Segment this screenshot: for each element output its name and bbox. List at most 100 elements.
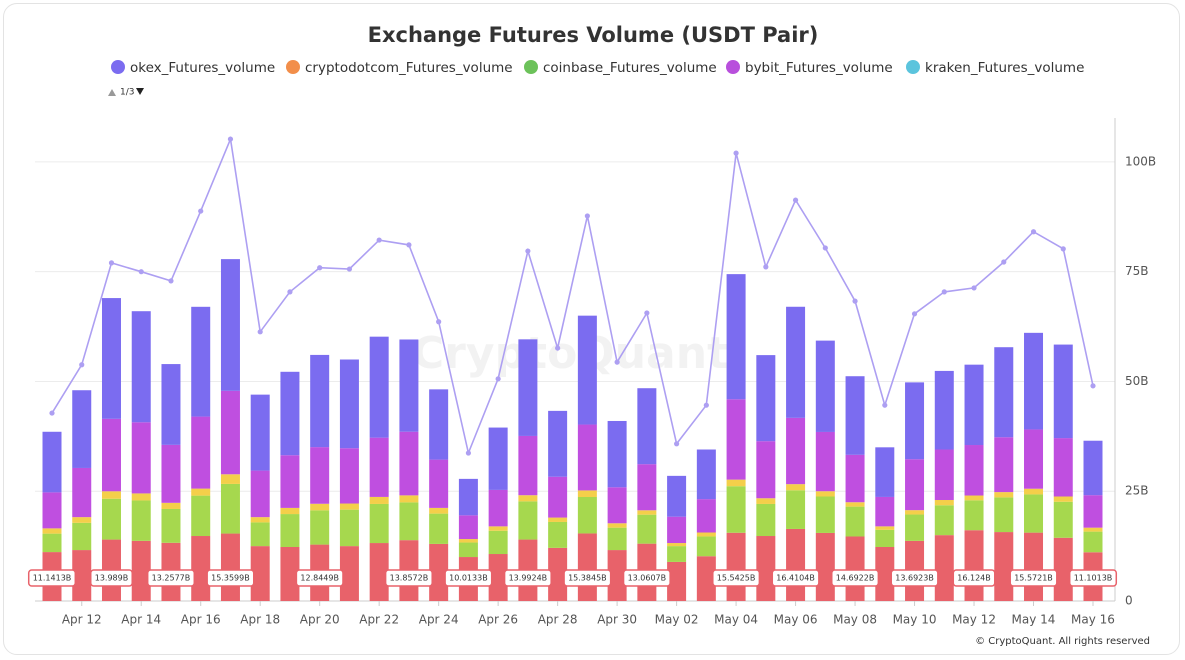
line-point (287, 289, 293, 295)
x-tick-label: May 02 (655, 613, 699, 627)
bar-segment (250, 517, 270, 523)
bar-segment (696, 536, 716, 557)
bar-segment (458, 539, 478, 543)
bar-segment (696, 449, 716, 500)
x-tick-label: May 06 (774, 613, 818, 627)
bar-segment (429, 459, 449, 508)
value-label-box (952, 569, 996, 587)
value-label-text: 13.8572B (390, 574, 429, 583)
bar-segment (1083, 531, 1103, 553)
line-point (168, 278, 174, 284)
bar-segment (577, 497, 597, 534)
bar-segment (875, 546, 895, 601)
bar-segment (934, 535, 954, 601)
bar-segment (548, 547, 568, 601)
bar-segment (667, 475, 687, 517)
x-tick-label: Apr 24 (419, 613, 459, 627)
line-point (257, 329, 263, 335)
bar-segment (607, 527, 627, 551)
bar-segment (934, 370, 954, 450)
bar-segment (42, 528, 62, 534)
bar-segment (875, 447, 895, 497)
legend-prev[interactable] (108, 89, 116, 96)
value-label-text: 15.3599B (211, 574, 250, 583)
bar-segment (518, 495, 538, 502)
x-tick-label: May 04 (714, 613, 758, 627)
legend-next[interactable] (136, 88, 144, 95)
value-label-box (563, 569, 612, 587)
bar-segment (101, 491, 121, 499)
bar-segment (191, 306, 211, 417)
bar-segment (280, 546, 300, 601)
bar-segment (756, 498, 776, 504)
bar-segment (905, 382, 925, 460)
bar-segment (815, 496, 835, 533)
y-tick-label: 75B (1125, 264, 1149, 278)
bar-segment (1053, 537, 1073, 601)
line-point (495, 376, 501, 382)
bar-segment (905, 459, 925, 511)
value-label-box (771, 569, 820, 587)
legend-swatch (524, 60, 538, 74)
bar-segment (548, 517, 568, 522)
value-label-box (27, 569, 77, 587)
line-point (198, 208, 204, 214)
bar-segment (1024, 532, 1044, 601)
bar-segment (845, 376, 865, 455)
bar-segment (339, 359, 359, 449)
bar-segment (637, 514, 657, 544)
bar-segment (310, 510, 330, 545)
bar-segment (577, 315, 597, 425)
line-point (317, 265, 323, 271)
bar-segment (667, 546, 687, 562)
legend-label: bybit_Futures_volume (745, 60, 893, 76)
bar-segment (756, 503, 776, 537)
value-label: 15.5721B (1009, 569, 1058, 587)
line-point (822, 245, 828, 251)
bar-segment (280, 371, 300, 456)
value-label-text: 13.989B (95, 574, 128, 583)
bar-segment (191, 536, 211, 601)
value-label: 12.8449B (295, 569, 344, 587)
bar-segment (161, 502, 181, 509)
bar-segment (815, 431, 835, 492)
bar-segment (429, 513, 449, 544)
bar-segment (607, 550, 627, 601)
value-label: 16.4104B (771, 569, 820, 587)
value-label: 14.6922B (831, 569, 880, 587)
bar-segment (1024, 494, 1044, 533)
bar-segment (220, 483, 240, 534)
bar-segment (934, 449, 954, 501)
x-tick-label: Apr 26 (478, 613, 518, 627)
legend-swatch (111, 60, 125, 74)
bar-segment (488, 427, 508, 490)
bar-segment (964, 364, 984, 446)
bar-segment (72, 522, 92, 551)
bar-segment (1024, 332, 1044, 430)
chart-title: Exchange Futures Volume (USDT Pair) (368, 23, 819, 47)
bar-segment (42, 431, 62, 493)
x-tick-label: May 14 (1012, 613, 1056, 627)
x-tick-label: Apr 14 (121, 613, 161, 627)
bar-segment (42, 492, 62, 529)
value-label-text: 15.5425B (717, 574, 756, 583)
bar-segment (548, 476, 568, 518)
value-label-box (712, 569, 761, 587)
line-point (436, 319, 442, 325)
line-point (792, 197, 799, 203)
value-label: 15.3845B (563, 569, 612, 587)
line-point (49, 410, 55, 416)
value-label-box (206, 569, 255, 587)
bar-segment (994, 492, 1014, 498)
value-label: 13.9924B (503, 569, 552, 587)
bar-segment (488, 526, 508, 531)
bar-segment (1024, 429, 1044, 489)
value-label: 13.8572B (384, 569, 433, 587)
bar-segment (756, 441, 776, 499)
value-label: 10.0133B (444, 569, 493, 587)
bar-segment (1053, 496, 1073, 502)
bar-segment (994, 347, 1014, 438)
line-point (733, 150, 739, 156)
bar-segment (250, 394, 270, 471)
line-point (971, 285, 977, 291)
